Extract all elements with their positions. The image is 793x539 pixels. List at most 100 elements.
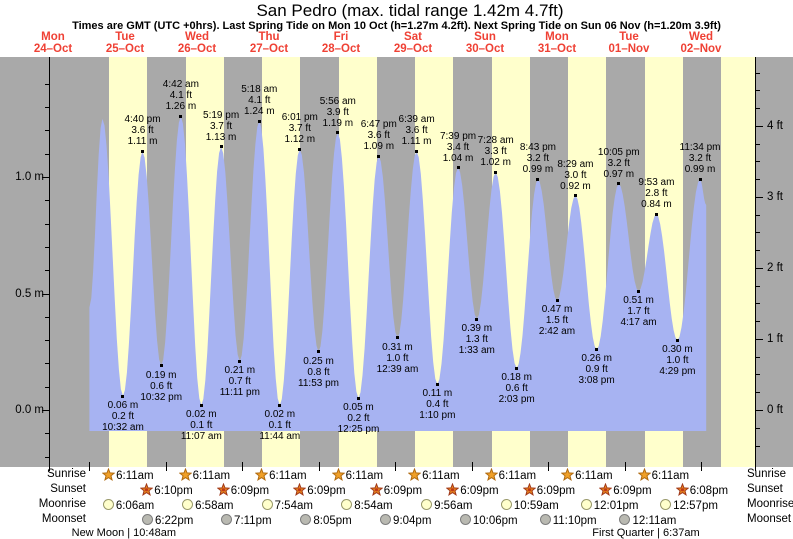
day-boundary-tick bbox=[318, 462, 320, 471]
right-axis-minor-tick bbox=[756, 356, 760, 358]
sunset-time: 6:08pm bbox=[689, 485, 729, 497]
tide-label-line: 0.02 m bbox=[186, 409, 217, 421]
sunset-star-icon bbox=[522, 482, 537, 496]
tide-label-line: 1.09 m bbox=[363, 141, 395, 153]
low-tide-label: 0.02 m 0.1 ft 11:07 am bbox=[159, 409, 243, 442]
right-axis-minor-tick bbox=[756, 161, 760, 163]
astro-row-label-right: Moonrise bbox=[747, 498, 793, 510]
moonset-time: 12:11am bbox=[632, 515, 677, 527]
tide-label-line: 10:32 am bbox=[102, 422, 144, 434]
day-name: Tue bbox=[115, 31, 135, 43]
moonset-entry: 12:11am bbox=[618, 513, 676, 527]
day-label: Thu 27–Oct bbox=[234, 31, 304, 55]
astro-row-label-left: Moonset bbox=[41, 513, 86, 525]
tide-extreme-dot bbox=[356, 396, 360, 400]
tide-label-line: 1.7 ft bbox=[627, 306, 650, 318]
day-label: Fri 28–Oct bbox=[306, 31, 376, 55]
tide-label-line: 3.2 ft bbox=[607, 157, 630, 169]
day-label: Wed 26–Oct bbox=[162, 31, 232, 55]
left-axis-minor-tick bbox=[45, 246, 49, 248]
day-label: Mon 31–Oct bbox=[522, 31, 592, 55]
moonrise-entry: 8:54am bbox=[340, 498, 393, 512]
right-axis-minor-tick bbox=[756, 179, 760, 181]
day-label: Sun 30–Oct bbox=[450, 31, 520, 55]
moonset-icon bbox=[539, 514, 551, 525]
tide-label-line: 6:01 pm bbox=[281, 112, 318, 124]
moonset-time: 11:10pm bbox=[552, 515, 597, 527]
tide-extreme-dot bbox=[617, 182, 621, 186]
day-label: Tue 01–Nov bbox=[594, 31, 664, 55]
left-axis-minor-tick bbox=[45, 386, 49, 388]
high-tide-label: 11:34 pm 3.2 ft 0.99 m bbox=[658, 142, 742, 175]
tide-extreme-dot bbox=[238, 359, 242, 363]
tide-label-line: 0.39 m bbox=[461, 323, 493, 335]
moonset-entry: 11:10pm bbox=[539, 513, 597, 527]
sunrise-time: 6:11am bbox=[651, 470, 690, 482]
sunset-star-icon bbox=[369, 482, 384, 496]
tide-label-line: 12:25 pm bbox=[337, 424, 380, 436]
right-axis-minor-tick bbox=[756, 90, 760, 92]
tide-label-line: 0.8 ft bbox=[307, 366, 330, 378]
sunrise-time: 6:11am bbox=[498, 470, 537, 482]
tide-label-line: 1.5 ft bbox=[545, 315, 569, 327]
day-date: 24–Oct bbox=[33, 42, 73, 55]
tide-label-line: 0.05 m bbox=[343, 402, 374, 414]
tide-extreme-dot bbox=[317, 350, 321, 354]
left-axis-minor-tick bbox=[45, 223, 49, 225]
tide-label-line: 5:18 am bbox=[241, 84, 278, 96]
low-tide-label: 0.02 m 0.1 ft 11:44 am bbox=[238, 409, 322, 442]
tide-label-line: 0.2 ft bbox=[111, 411, 135, 423]
tide-extreme-dot bbox=[336, 131, 340, 135]
sunset-entry: 6:09pm bbox=[216, 482, 269, 497]
sunrise-time: 6:11am bbox=[422, 470, 460, 482]
moonrise-entry: 6:06am bbox=[102, 498, 154, 512]
right-axis-minor-tick bbox=[756, 321, 760, 323]
tide-extreme-dot bbox=[595, 347, 599, 351]
moonset-entry: 7:11pm bbox=[220, 513, 272, 527]
sunrise-entry: 6:11am bbox=[407, 467, 460, 482]
tide-label-line: 3.7 ft bbox=[288, 123, 311, 135]
moonrise-entry: 12:01pm bbox=[580, 498, 639, 512]
tide-label-line: 0.1 ft bbox=[268, 420, 291, 432]
day-name: Wed bbox=[184, 31, 210, 43]
tide-label-line: 5:19 pm bbox=[203, 109, 240, 121]
low-tide-label: 0.39 m 1.3 ft 1:33 am bbox=[435, 323, 519, 356]
right-axis-minor-tick bbox=[756, 250, 760, 252]
tide-extreme-dot bbox=[515, 366, 519, 370]
sunset-entry: 6:09pm bbox=[522, 482, 575, 497]
tide-label-line: 0.7 ft bbox=[228, 376, 251, 388]
astro-row-label-right: Moonset bbox=[747, 513, 792, 525]
moonrise-icon bbox=[421, 499, 433, 510]
sunset-star-icon bbox=[216, 482, 231, 496]
high-tide-label: 7:28 am 3.3 ft 1.02 m bbox=[454, 135, 538, 168]
sunrise-star-icon bbox=[484, 467, 499, 481]
high-tide-label: 8:29 am 3.0 ft 0.92 m bbox=[533, 159, 617, 192]
tide-label-line: 1.11 m bbox=[127, 136, 158, 148]
high-tide-label: 7:39 pm 3.4 ft 1.04 m bbox=[416, 131, 500, 164]
sunrise-star-icon bbox=[331, 467, 346, 481]
right-axis-label: 1 ft bbox=[767, 332, 783, 345]
left-axis-minor-tick bbox=[45, 83, 49, 85]
moonset-icon bbox=[141, 514, 153, 525]
right-axis-tick bbox=[756, 338, 763, 340]
day-label: Tue 25–Oct bbox=[90, 31, 160, 55]
tide-extreme-dot bbox=[159, 364, 163, 368]
tide-label-line: 8:29 am bbox=[557, 158, 594, 170]
day-name: Mon bbox=[545, 31, 569, 43]
sunset-star-icon bbox=[292, 482, 307, 496]
moonset-entry: 6:22pm bbox=[141, 513, 193, 527]
day-boundary-tick bbox=[701, 462, 703, 471]
tide-label-line: 0.21 m bbox=[224, 365, 256, 377]
sunset-star-icon bbox=[675, 482, 690, 496]
tide-label-line: 0.31 m bbox=[382, 341, 413, 353]
tide-label-line: 1.0 ft bbox=[666, 355, 689, 367]
day-label: Mon 24–Oct bbox=[18, 31, 88, 55]
tide-label-line: 7:39 pm bbox=[439, 130, 477, 142]
moonrise-time: 12:01pm bbox=[593, 500, 639, 512]
tide-label-line: 3.0 ft bbox=[564, 169, 587, 181]
day-name: Sun bbox=[474, 31, 496, 43]
day-name: Sat bbox=[404, 31, 422, 43]
sunrise-star-icon bbox=[101, 467, 116, 481]
tide-extreme-dot bbox=[395, 336, 399, 340]
